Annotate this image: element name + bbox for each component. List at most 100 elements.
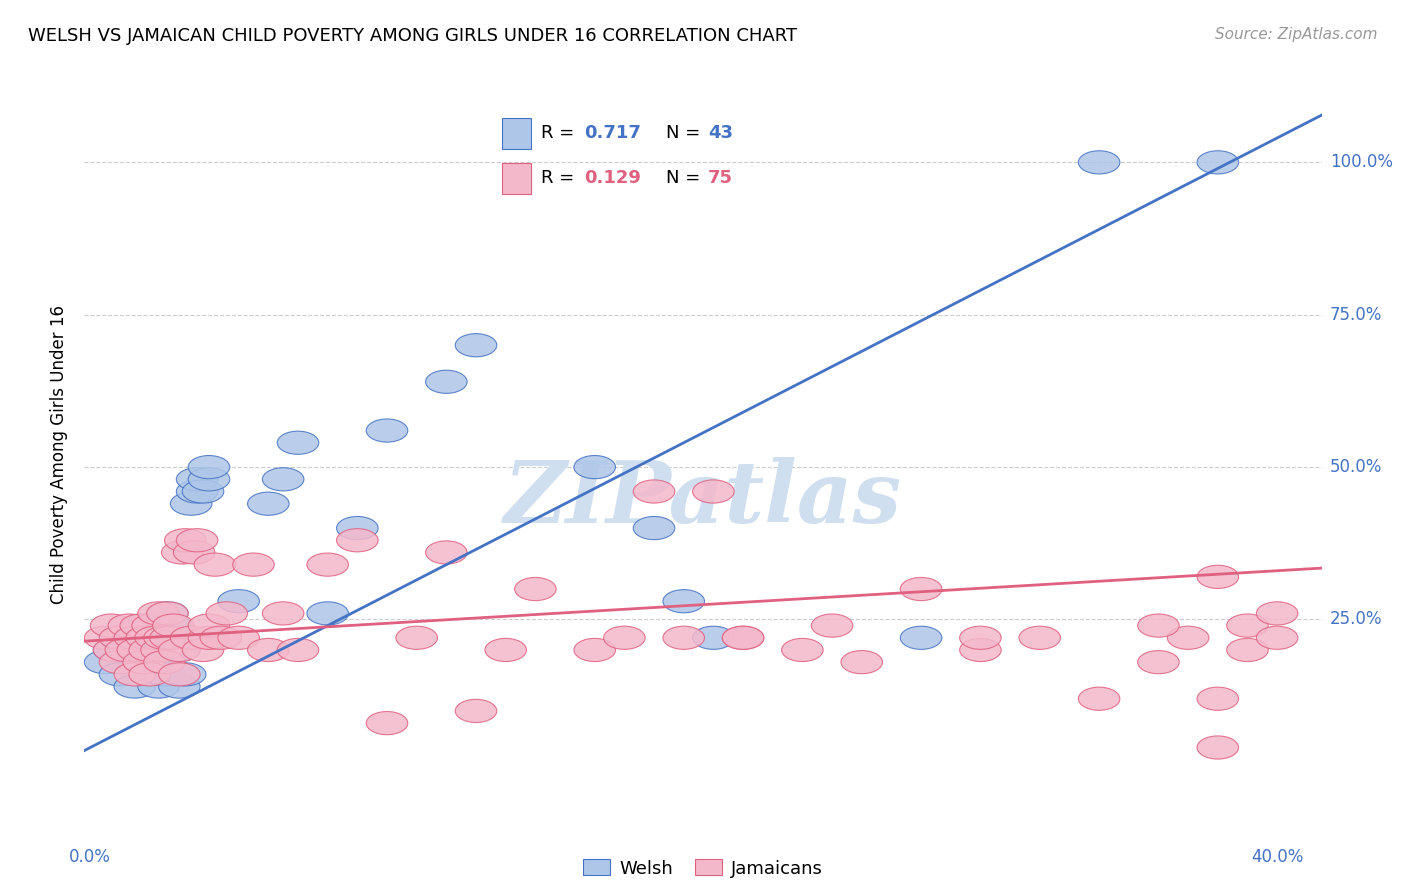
Ellipse shape — [1226, 639, 1268, 662]
Ellipse shape — [153, 639, 194, 662]
Ellipse shape — [1197, 566, 1239, 589]
Ellipse shape — [485, 639, 526, 662]
Ellipse shape — [120, 614, 162, 637]
Ellipse shape — [100, 650, 141, 673]
Ellipse shape — [1167, 626, 1209, 649]
Text: 50.0%: 50.0% — [1330, 458, 1382, 476]
Ellipse shape — [176, 480, 218, 503]
Ellipse shape — [165, 663, 207, 686]
Ellipse shape — [1226, 614, 1268, 637]
Ellipse shape — [200, 626, 242, 649]
Ellipse shape — [218, 626, 260, 649]
Ellipse shape — [159, 639, 200, 662]
Ellipse shape — [456, 699, 496, 723]
Ellipse shape — [188, 614, 229, 637]
Ellipse shape — [811, 614, 853, 637]
Ellipse shape — [277, 639, 319, 662]
Ellipse shape — [129, 663, 170, 686]
Ellipse shape — [664, 626, 704, 649]
Ellipse shape — [207, 602, 247, 625]
Ellipse shape — [183, 480, 224, 503]
Legend: Welsh, Jamaicans: Welsh, Jamaicans — [576, 852, 830, 885]
Ellipse shape — [693, 626, 734, 649]
Text: Source: ZipAtlas.com: Source: ZipAtlas.com — [1215, 27, 1378, 42]
Ellipse shape — [114, 626, 156, 649]
Ellipse shape — [603, 626, 645, 649]
Ellipse shape — [1019, 626, 1060, 649]
Ellipse shape — [263, 467, 304, 491]
Ellipse shape — [574, 456, 616, 479]
Ellipse shape — [900, 626, 942, 649]
Ellipse shape — [114, 626, 156, 649]
Ellipse shape — [456, 334, 496, 357]
Ellipse shape — [105, 639, 146, 662]
Ellipse shape — [723, 626, 763, 649]
Ellipse shape — [93, 639, 135, 662]
Ellipse shape — [143, 626, 186, 649]
Text: 75.0%: 75.0% — [1330, 306, 1382, 324]
Ellipse shape — [141, 639, 183, 662]
Ellipse shape — [396, 626, 437, 649]
Ellipse shape — [1197, 687, 1239, 710]
Ellipse shape — [900, 577, 942, 600]
Ellipse shape — [218, 590, 260, 613]
Ellipse shape — [633, 480, 675, 503]
Ellipse shape — [183, 639, 224, 662]
Ellipse shape — [194, 553, 236, 576]
Ellipse shape — [149, 626, 191, 649]
Text: 100.0%: 100.0% — [1330, 153, 1393, 171]
Ellipse shape — [664, 590, 704, 613]
Text: 25.0%: 25.0% — [1330, 610, 1382, 629]
Ellipse shape — [170, 626, 212, 649]
Ellipse shape — [84, 650, 127, 673]
Ellipse shape — [366, 419, 408, 442]
Ellipse shape — [149, 614, 191, 637]
Ellipse shape — [138, 602, 180, 625]
Ellipse shape — [105, 639, 146, 662]
Ellipse shape — [307, 553, 349, 576]
Ellipse shape — [176, 467, 218, 491]
Ellipse shape — [114, 663, 156, 686]
Ellipse shape — [141, 650, 183, 673]
Ellipse shape — [170, 492, 212, 516]
Ellipse shape — [1137, 614, 1180, 637]
Ellipse shape — [122, 650, 165, 673]
Ellipse shape — [515, 577, 557, 600]
Ellipse shape — [159, 639, 200, 662]
Ellipse shape — [1078, 687, 1119, 710]
Ellipse shape — [960, 626, 1001, 649]
Ellipse shape — [426, 370, 467, 393]
Ellipse shape — [122, 650, 165, 673]
Ellipse shape — [90, 614, 132, 637]
Ellipse shape — [188, 626, 229, 649]
Text: 0.0%: 0.0% — [69, 848, 111, 866]
Y-axis label: Child Poverty Among Girls Under 16: Child Poverty Among Girls Under 16 — [51, 305, 69, 605]
Ellipse shape — [165, 529, 207, 552]
Ellipse shape — [129, 639, 170, 662]
Ellipse shape — [366, 712, 408, 735]
Ellipse shape — [100, 663, 141, 686]
Ellipse shape — [1197, 151, 1239, 174]
Ellipse shape — [162, 541, 202, 564]
Ellipse shape — [122, 614, 165, 637]
Ellipse shape — [307, 602, 349, 625]
Ellipse shape — [188, 456, 229, 479]
Text: ZIPatlas: ZIPatlas — [503, 457, 903, 541]
Ellipse shape — [176, 529, 218, 552]
Ellipse shape — [114, 675, 156, 698]
Ellipse shape — [1078, 151, 1119, 174]
Ellipse shape — [129, 614, 170, 637]
Ellipse shape — [1137, 650, 1180, 673]
Ellipse shape — [574, 639, 616, 662]
Text: WELSH VS JAMAICAN CHILD POVERTY AMONG GIRLS UNDER 16 CORRELATION CHART: WELSH VS JAMAICAN CHILD POVERTY AMONG GI… — [28, 27, 797, 45]
Ellipse shape — [173, 541, 215, 564]
Ellipse shape — [233, 553, 274, 576]
Ellipse shape — [1257, 602, 1298, 625]
Ellipse shape — [247, 639, 290, 662]
Ellipse shape — [138, 675, 180, 698]
Ellipse shape — [159, 675, 200, 698]
Ellipse shape — [135, 626, 176, 649]
Ellipse shape — [723, 626, 763, 649]
Ellipse shape — [426, 541, 467, 564]
Ellipse shape — [146, 602, 188, 625]
